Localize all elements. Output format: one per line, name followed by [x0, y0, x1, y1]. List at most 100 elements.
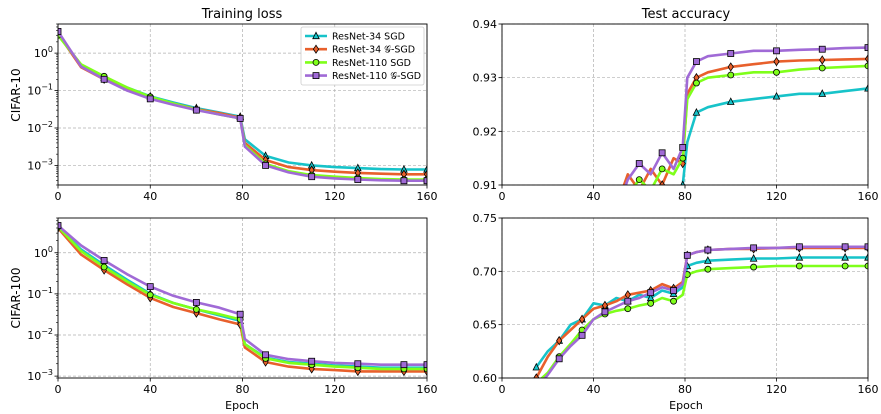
data-point-s2 [727, 62, 734, 72]
data-point-s4 [693, 58, 700, 65]
data-point-s3 [146, 291, 154, 299]
x-tick-label: 160 [858, 383, 879, 396]
data-point-s3 [635, 176, 643, 184]
y-ticks: 0.60 0.65 0.70 0.75 [473, 212, 502, 385]
x-tick-label: 80 [236, 383, 250, 396]
data-point-s4 [773, 47, 780, 55]
data-point-s2 [614, 202, 619, 210]
x-ticks: 0 40 80 120 160 [55, 185, 438, 203]
data-point-s4 [354, 176, 362, 183]
x-tick-label: 160 [417, 383, 438, 396]
x-tick-label: 0 [499, 383, 506, 396]
legend-label-3: ResNet-110 SGD [332, 58, 411, 69]
data-point-s4 [624, 297, 632, 305]
data-point-s3 [818, 64, 826, 72]
data-point-s3 [100, 263, 108, 271]
data-point-s4 [236, 310, 244, 318]
data-point-s2 [864, 54, 868, 64]
y-ticks: 100 10−1 10−2 10−3 [27, 23, 58, 186]
title-cifar10-loss: Training loss [201, 7, 283, 22]
x-tick-label: 0 [499, 190, 506, 203]
x-tick-label: 120 [766, 190, 787, 203]
data-point-s2 [819, 55, 826, 65]
data-point-s4 [308, 357, 316, 365]
panel-cifar100-acc: 0 40 80 120 160 0.60 0.65 0.70 0.75 [473, 212, 879, 396]
data-point-s4 [795, 243, 803, 251]
y-tick-label: 10−3 [27, 368, 53, 383]
data-point-s1 [864, 83, 868, 92]
series-line-4 [58, 30, 427, 182]
data-point-s4 [613, 209, 619, 215]
series-line-4 [543, 245, 868, 378]
legend-label-4: ResNet-110 𝒢-SGD [332, 71, 421, 82]
x-tick-label: 40 [143, 383, 157, 396]
series-group [58, 222, 427, 377]
data-point-s3 [192, 305, 200, 313]
data-point-s4 [423, 361, 427, 369]
data-point-s4 [146, 95, 154, 103]
series-group [58, 28, 427, 185]
data-point-s4 [400, 361, 408, 369]
data-point-s3 [658, 165, 666, 173]
data-point-s4 [308, 173, 316, 181]
data-point-s4 [727, 50, 735, 57]
x-tick-label: 160 [417, 190, 438, 203]
y-tick-label: 10−3 [27, 157, 53, 172]
data-point-s2 [578, 314, 586, 325]
y-tick-label: 10−2 [27, 120, 53, 135]
data-point-s4 [100, 75, 108, 83]
data-point-s3 [795, 262, 803, 270]
data-point-s3 [647, 299, 655, 307]
data-point-s3 [704, 265, 712, 273]
data-point-s1 [692, 107, 701, 116]
y-tick-label: 100 [34, 245, 53, 260]
panel-cifar10-acc: 0 40 80 120 160 0.91 0.92 0.93 0.94 [473, 18, 879, 215]
x-tick-label: 120 [766, 383, 787, 396]
data-point-s3 [773, 68, 780, 76]
series-group [613, 44, 868, 215]
data-point-s3 [679, 154, 687, 162]
y-tick-label: 0.94 [473, 18, 498, 31]
xlabel-cifar100-loss: Epoch [225, 399, 259, 412]
panel-cifar100-loss: 0 40 80 120 160 100 10−1 10−2 10−3 [27, 217, 438, 396]
y-tick-label: 0.91 [473, 179, 498, 192]
data-point-s3 [670, 297, 677, 305]
data-point-s3 [864, 262, 868, 270]
x-ticks: 0 40 80 120 160 [499, 378, 879, 396]
x-tick-label: 80 [678, 383, 692, 396]
data-point-s4 [262, 351, 269, 359]
data-point-s4 [679, 144, 687, 151]
data-point-s1 [680, 180, 686, 185]
x-tick-label: 80 [678, 190, 692, 203]
legend-label-2: ResNet-34 𝒢-SGD [332, 45, 415, 56]
x-tick-label: 0 [55, 383, 62, 396]
data-point-s4 [192, 299, 200, 306]
data-point-s1 [423, 164, 427, 173]
legend-label-1: ResNet-34 SGD [332, 32, 405, 43]
data-point-s4 [578, 331, 586, 339]
title-cifar10-acc: Test accuracy [641, 7, 731, 22]
series-line-4 [58, 224, 427, 366]
x-tick-label: 120 [324, 190, 345, 203]
data-point-s4 [750, 244, 758, 252]
ylabel-cifar100: CIFAR-100 [9, 267, 23, 328]
data-point-s1 [532, 362, 541, 371]
data-point-s4 [670, 287, 677, 294]
y-ticks: 100 10−1 10−2 10−3 [27, 217, 58, 383]
data-point-s4 [423, 177, 427, 185]
data-point-s3 [693, 79, 700, 87]
data-point-s3 [533, 380, 539, 386]
y-tick-label: 0.65 [473, 319, 498, 332]
data-point-s3 [750, 263, 758, 271]
data-point-s3 [624, 305, 632, 313]
ylabel-cifar10: CIFAR-10 [9, 68, 23, 121]
y-ticks: 0.91 0.92 0.93 0.94 [473, 18, 502, 192]
data-point-s3 [727, 71, 735, 79]
data-point-s1 [726, 97, 735, 105]
data-point-s4 [262, 162, 269, 169]
y-tick-label: 0.60 [473, 372, 498, 385]
data-point-s3 [864, 62, 868, 70]
gridlines [57, 218, 428, 378]
y-tick-label: 10−1 [27, 83, 53, 98]
data-point-s2 [533, 373, 540, 378]
